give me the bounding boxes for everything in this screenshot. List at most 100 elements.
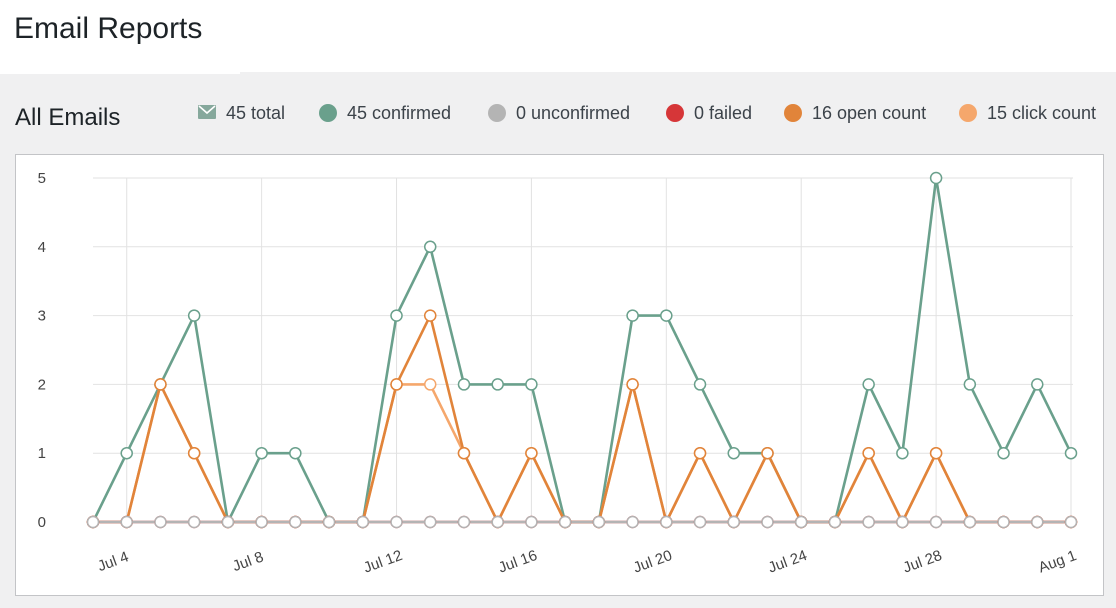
legend-item-confirmed[interactable]: 45 confirmed	[319, 101, 451, 125]
legend-label: 45 confirmed	[347, 102, 452, 123]
legend-item-total[interactable]: 45 total	[198, 101, 285, 125]
series-line-confirmed	[91, 176, 1073, 524]
data-point-unconfirmed	[626, 515, 639, 529]
page-title: Email Reports	[14, 12, 203, 45]
data-point-confirmed	[626, 309, 639, 322]
data-point-unconfirmed	[896, 515, 909, 529]
data-point-confirmed	[390, 309, 403, 322]
data-point-confirmed	[896, 446, 909, 460]
data-point-unconfirmed	[929, 515, 943, 529]
legend-label: 45 total	[226, 102, 286, 123]
data-point-open	[525, 446, 538, 460]
data-point-open	[187, 446, 201, 460]
y-tick-label: 5	[38, 170, 46, 187]
data-point-unconfirmed	[154, 515, 167, 529]
data-point-unconfirmed	[963, 515, 977, 529]
data-point-open	[862, 446, 875, 460]
confirmed-dot-icon	[319, 104, 337, 122]
data-point-unconfirmed	[794, 515, 808, 529]
data-point-open	[423, 309, 437, 322]
data-point-click	[423, 378, 437, 391]
legend-label: 15 click count	[987, 102, 1097, 123]
data-point-unconfirmed	[86, 515, 100, 529]
data-point-open	[457, 446, 471, 460]
data-point-unconfirmed	[862, 515, 875, 529]
x-tick-label: Aug 1	[1036, 547, 1079, 576]
chart-container: 0 1 2 3 4 5 Jul 4 Jul 8 Jul 12 Jul 16 Jul 20 Jul 24…	[15, 154, 1104, 596]
data-point-confirmed	[255, 446, 268, 460]
data-point-open	[929, 446, 943, 460]
y-tick-label: 0	[38, 514, 46, 531]
data-point-unconfirmed	[660, 515, 673, 529]
y-tick-label: 2	[38, 376, 46, 393]
data-point-unconfirmed	[289, 515, 302, 529]
data-point-unconfirmed	[322, 515, 336, 529]
data-point-unconfirmed	[828, 515, 842, 529]
data-point-unconfirmed	[525, 515, 538, 529]
x-tick-label: Jul 16	[496, 547, 539, 577]
data-point-open	[693, 446, 707, 460]
header-divider	[0, 72, 240, 74]
legend-label: 0 failed	[694, 102, 753, 123]
data-point-unconfirmed	[761, 515, 774, 529]
data-point-open	[390, 378, 403, 391]
data-point-unconfirmed	[423, 515, 437, 529]
x-tick-label: Jul 12	[361, 547, 404, 577]
data-point-confirmed	[929, 171, 943, 185]
data-point-unconfirmed	[727, 515, 741, 529]
legend-label: 16 open count	[812, 102, 927, 123]
data-point-unconfirmed	[221, 515, 235, 529]
data-point-unconfirmed	[120, 515, 133, 529]
legend-item-failed[interactable]: 0 failed	[666, 101, 752, 125]
data-point-unconfirmed	[592, 515, 606, 529]
click-dot-icon	[959, 104, 977, 122]
page-header: Email Reports	[0, 0, 1116, 72]
data-point-unconfirmed	[356, 515, 370, 529]
data-point-unconfirmed	[491, 515, 504, 529]
x-tick-label: Jul 20	[631, 547, 674, 577]
data-point-confirmed	[997, 446, 1010, 460]
data-point-confirmed	[1064, 446, 1078, 460]
section-title: All Emails	[15, 104, 121, 131]
data-point-confirmed	[660, 309, 673, 322]
open-dot-icon	[784, 104, 802, 122]
legend-item-unconfirmed[interactable]: 0 unconfirmed	[488, 101, 630, 125]
y-tick-label: 3	[38, 308, 46, 325]
data-point-unconfirmed	[187, 515, 201, 529]
data-point-confirmed	[457, 378, 471, 391]
data-point-confirmed	[963, 378, 977, 391]
data-point-confirmed	[525, 378, 538, 391]
legend-item-open[interactable]: 16 open count	[784, 101, 926, 125]
data-point-confirmed	[491, 378, 504, 391]
line-chart: 0 1 2 3 4 5 Jul 4 Jul 8 Jul 12 Jul 16 Jul 20 Jul 24…	[38, 170, 1079, 577]
data-point-unconfirmed	[558, 515, 572, 529]
y-tick-label: 1	[38, 445, 46, 462]
data-point-unconfirmed	[390, 515, 403, 529]
series-line-open	[93, 314, 1071, 524]
data-point-unconfirmed	[1064, 515, 1078, 529]
data-point-confirmed	[727, 446, 741, 460]
data-point-open	[761, 446, 774, 460]
data-point-confirmed	[120, 446, 133, 460]
failed-dot-icon	[666, 104, 684, 122]
data-point-confirmed	[423, 240, 437, 254]
data-point-confirmed	[862, 378, 875, 391]
x-tick-label: Jul 4	[95, 548, 131, 575]
data-point-unconfirmed	[997, 515, 1010, 529]
legend-label: 0 unconfirmed	[516, 102, 631, 123]
data-point-confirmed	[289, 446, 302, 460]
data-point-confirmed	[693, 378, 707, 391]
data-point-unconfirmed	[1031, 515, 1044, 529]
y-tick-label: 4	[38, 239, 46, 256]
data-point-confirmed	[187, 309, 201, 322]
x-tick-label: Jul 8	[230, 548, 266, 575]
legend-item-click[interactable]: 15 click count	[959, 101, 1096, 125]
x-tick-label: Jul 28	[901, 547, 944, 577]
unconfirmed-dot-icon	[488, 104, 506, 122]
data-point-unconfirmed	[255, 515, 268, 529]
data-point-open	[626, 378, 639, 391]
data-point-unconfirmed	[457, 515, 471, 529]
data-point-confirmed	[1031, 378, 1044, 391]
data-point-open	[154, 378, 167, 391]
data-point-unconfirmed	[693, 515, 707, 529]
